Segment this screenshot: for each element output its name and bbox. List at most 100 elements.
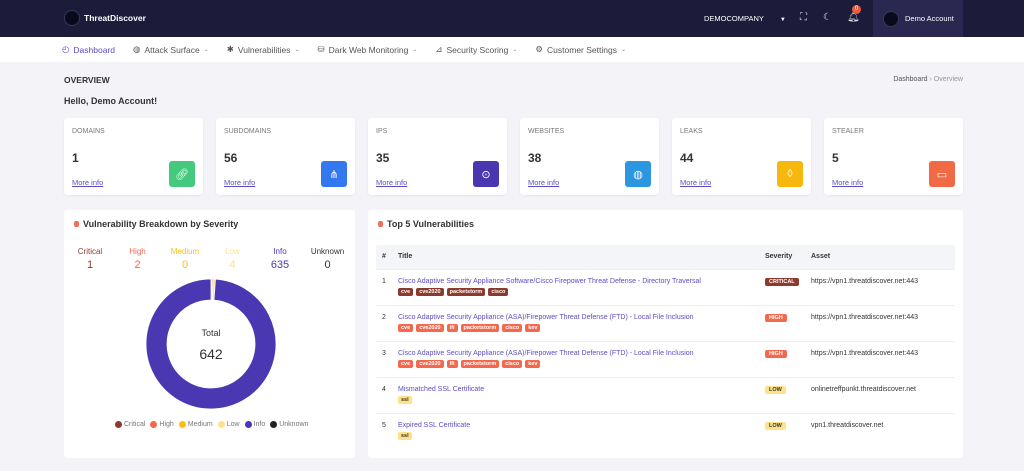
spy-icon: ⛁: [317, 44, 325, 54]
map-pin-icon: ⊙: [473, 161, 499, 187]
more-info-link[interactable]: More info: [832, 178, 864, 187]
nav-attack-surface[interactable]: ◍ Attack Surface ⌄: [133, 44, 209, 55]
donut-slice-info[interactable]: [146, 279, 276, 409]
greeting: Hello, Demo Account!: [64, 96, 158, 106]
col-number: #: [376, 245, 392, 269]
fullscreen-icon[interactable]: ⛶: [800, 12, 807, 23]
severity-badge: CRITICAL: [765, 277, 799, 286]
caret-down-icon: ▼: [779, 17, 786, 23]
legend-item-high[interactable]: High: [150, 421, 174, 428]
severity-donut-chart: [146, 279, 276, 409]
logo[interactable]: ThreatDiscover: [64, 10, 146, 26]
bug-icon: ✱: [226, 44, 234, 54]
nav-vulnerabilities[interactable]: ✱ Vulnerabilities ⌄: [226, 44, 300, 55]
vulnerability-link[interactable]: Expired SSL Certificate: [398, 421, 471, 429]
severity-badge: HIGH: [765, 349, 787, 358]
vulnerability-link[interactable]: Cisco Adaptive Security Appliance (ASA)/…: [398, 349, 694, 357]
col-asset: Asset: [805, 245, 955, 269]
legend-item-unknown[interactable]: Unknown: [270, 421, 308, 428]
tag: cve: [398, 323, 414, 332]
nav-dashboard[interactable]: ◴ Dashboard: [62, 44, 116, 55]
avatar: [883, 10, 899, 27]
donut-total-label: Total: [201, 328, 221, 338]
gauge-icon: ◴: [62, 44, 70, 54]
breadcrumb-current: Overview: [933, 76, 963, 83]
tag: packetstorm: [446, 287, 486, 296]
severity-count-high: High 2: [129, 247, 146, 271]
tag: packetstorm: [460, 359, 500, 368]
table-row: 5 Expired SSL Certificate ssl LOW vpn1.threa…: [376, 412, 955, 449]
more-info-link[interactable]: More info: [680, 178, 712, 187]
globe-icon: ◍: [133, 44, 141, 54]
tag: cve2020: [416, 323, 444, 332]
chevron-down-icon: ⌄: [512, 47, 518, 53]
table-row: 2 Cisco Adaptive Security Appliance (ASA)…: [376, 304, 955, 341]
stat-card-websites: WEBSITES 38 More info ◍: [520, 118, 659, 195]
stat-card-stealer: STEALER 5 More info ▭: [824, 118, 963, 195]
account-menu[interactable]: Demo Account: [873, 0, 963, 37]
globe-icon: ◍: [625, 161, 651, 187]
top-vulnerabilities-table: # Title Severity Asset 1 Cisco Adaptive S…: [376, 245, 955, 449]
vulnerability-link[interactable]: Cisco Adaptive Security Appliance Softwa…: [398, 277, 701, 285]
more-info-link[interactable]: More info: [528, 178, 560, 187]
legend-item-info[interactable]: Info: [244, 421, 265, 428]
vulnerability-link[interactable]: Mismatched SSL Certificate: [398, 385, 485, 393]
breadcrumb-dashboard[interactable]: Dashboard: [893, 76, 928, 83]
link-icon: 🔗︎: [169, 161, 195, 187]
severity-badge: HIGH: [765, 313, 787, 322]
tag: lfi: [446, 359, 458, 368]
legend-item-low[interactable]: Low: [217, 421, 240, 428]
drop-icon: ◊: [777, 161, 803, 187]
tag: kev: [525, 323, 541, 332]
nav-dark-web-monitoring[interactable]: ⛁ Dark Web Monitoring ⌄: [317, 44, 418, 55]
chevron-down-icon: ⌄: [203, 47, 209, 53]
bell-icon[interactable]: 🔔︎: [847, 12, 860, 23]
severity-count-info: Info 635: [270, 247, 290, 271]
moon-icon[interactable]: ☾: [823, 12, 832, 23]
stat-card-subdomains: SUBDOMAINS 56 More info ⋔: [216, 118, 355, 195]
bug-icon: [74, 221, 79, 227]
tag: packetstorm: [460, 323, 500, 332]
tag: cisco: [502, 359, 523, 368]
nav-security-scoring[interactable]: ⊿ Security Scoring ⌄: [435, 44, 518, 55]
mask-icon: ▭: [929, 161, 955, 187]
asset: onlinetreffpunkt.threatdiscover.net: [805, 376, 955, 413]
legend-item-critical[interactable]: Critical: [115, 421, 145, 428]
vulnerability-link[interactable]: Cisco Adaptive Security Appliance (ASA)/…: [398, 313, 694, 321]
more-info-link[interactable]: More info: [376, 178, 408, 187]
severity-count-low: Low 4: [225, 247, 240, 271]
severity-badge: LOW: [765, 421, 786, 430]
severity-count-unknown: Unknown 0: [310, 247, 345, 271]
severity-badge: LOW: [765, 385, 786, 394]
share-icon: ⋔: [321, 161, 347, 187]
stat-card-leaks: LEAKS 44 More info ◊: [672, 118, 811, 195]
nav-customer-settings[interactable]: ⚙ Customer Settings ⌄: [535, 44, 626, 55]
chart-icon: ⊿: [435, 44, 443, 54]
stat-card-domains: DOMAINS 1 More info 🔗︎: [64, 118, 203, 195]
logo-icon: [64, 10, 80, 26]
more-info-link[interactable]: More info: [72, 178, 104, 187]
col-severity: Severity: [759, 245, 805, 269]
more-info-link[interactable]: More info: [224, 178, 256, 187]
tag: cve: [398, 359, 414, 368]
page-title: OVERVIEW: [64, 75, 110, 85]
tag: cve2020: [416, 287, 444, 296]
asset: https://vpn1.threatdiscover.net:443: [805, 304, 955, 341]
asset: https://vpn1.threatdiscover.net:443: [805, 340, 955, 377]
company-selector[interactable]: DEMOCOMPANY ▼: [704, 14, 786, 23]
legend-item-medium[interactable]: Medium: [178, 421, 213, 428]
donut-total-value: 642: [199, 346, 223, 362]
tag: ssl: [398, 431, 412, 440]
tag: cve: [398, 287, 414, 296]
top-bar: ThreatDiscover DEMOCOMPANY ▼ ⛶ ☾ 🔔︎ 0 De…: [0, 0, 1024, 37]
table-row: 4 Mismatched SSL Certificate ssl LOW onlinet…: [376, 376, 955, 413]
notification-badge: 0: [852, 5, 861, 14]
severity-count-medium: Medium 0: [170, 247, 200, 271]
severity-breakdown-panel: Vulnerability Breakdown by Severity: [64, 210, 355, 458]
col-title: Title: [392, 245, 759, 269]
chevron-down-icon: ⌄: [412, 47, 418, 53]
tag: kev: [525, 359, 541, 368]
main-nav: ◴ Dashboard ◍ Attack Surface ⌄ ✱ Vulnerabiliti…: [0, 37, 1024, 62]
stat-card-ips: IPS 35 More info ⊙: [368, 118, 507, 195]
breadcrumb: Dashboard › Overview: [893, 76, 963, 83]
